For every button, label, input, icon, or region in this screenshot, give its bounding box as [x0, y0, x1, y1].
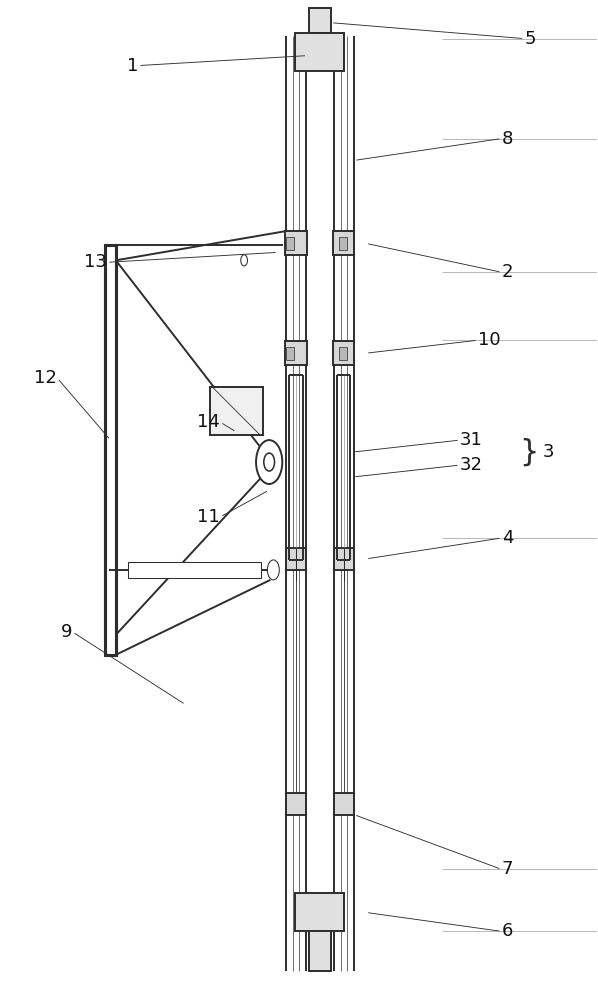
Bar: [286, 793, 306, 815]
Text: }: }: [520, 438, 539, 467]
Bar: [339, 347, 347, 360]
Text: 12: 12: [35, 369, 57, 387]
Bar: [286, 237, 294, 250]
Bar: [333, 341, 355, 365]
Bar: [105, 245, 116, 655]
Bar: [295, 893, 344, 931]
Bar: [209, 387, 263, 435]
Text: 32: 32: [460, 456, 483, 474]
Bar: [295, 33, 344, 71]
Text: 8: 8: [502, 130, 513, 148]
Text: 11: 11: [197, 508, 220, 526]
Text: 14: 14: [197, 413, 220, 431]
Circle shape: [267, 560, 279, 580]
Bar: [285, 341, 307, 365]
Bar: [333, 231, 355, 255]
Circle shape: [241, 255, 248, 266]
Text: 3: 3: [542, 443, 554, 461]
Bar: [128, 562, 261, 578]
Text: 7: 7: [502, 860, 513, 878]
Circle shape: [264, 453, 274, 471]
Text: 1: 1: [127, 57, 138, 75]
Bar: [309, 8, 331, 33]
Bar: [339, 237, 347, 250]
Bar: [334, 548, 354, 570]
Bar: [309, 931, 331, 971]
Text: 4: 4: [502, 529, 513, 547]
Text: 31: 31: [460, 431, 483, 449]
Text: 10: 10: [478, 331, 501, 349]
Text: 6: 6: [502, 922, 513, 940]
Bar: [334, 793, 354, 815]
Circle shape: [256, 440, 282, 484]
Bar: [286, 347, 294, 360]
Text: 5: 5: [524, 30, 536, 48]
Text: 9: 9: [61, 623, 72, 641]
Bar: [286, 548, 306, 570]
Bar: [285, 231, 307, 255]
Text: 13: 13: [84, 253, 107, 271]
Text: 2: 2: [502, 263, 513, 281]
